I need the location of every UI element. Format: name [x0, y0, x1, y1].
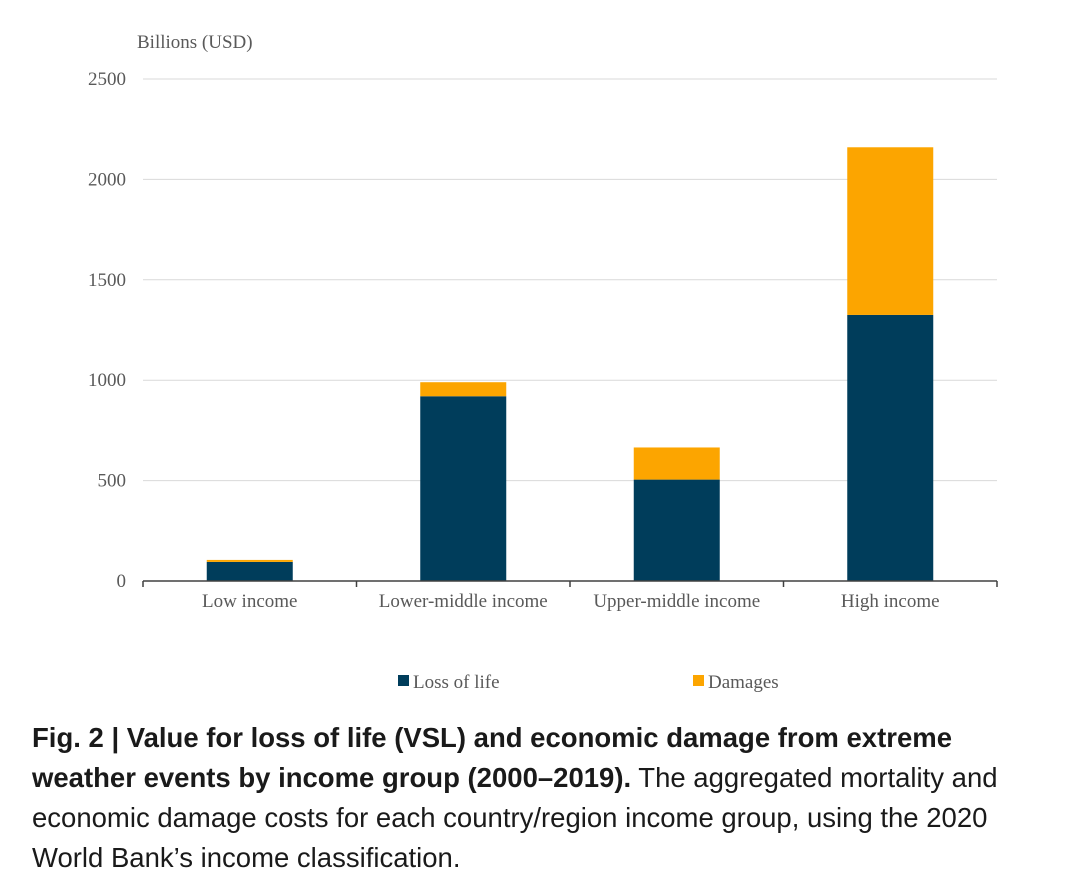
figure-caption: Fig. 2 | Value for loss of life (VSL) an…	[32, 718, 1062, 878]
legend: Loss of life Damages	[398, 672, 779, 693]
x-category-label: High income	[841, 591, 940, 612]
legend-label: Damages	[708, 672, 779, 693]
y-axis-ticks: 0 500 1000 1500 2000 2500	[88, 69, 126, 592]
bar-segment	[633, 447, 720, 480]
y-tick-label: 1500	[88, 270, 126, 291]
stacked-bar-chart: 0 500 1000 1500 2000 2500 Low income Lower-mid…	[88, 32, 998, 693]
legend-label: Loss of life	[413, 672, 500, 693]
legend-swatch	[693, 675, 704, 686]
y-tick-label: 1000	[88, 370, 126, 391]
bar-segment	[633, 479, 720, 581]
bar-segment	[206, 561, 293, 581]
caption-text: The aggregated mortality and economic da…	[32, 762, 998, 873]
legend-swatch	[398, 675, 409, 686]
y-tick-label: 500	[98, 471, 127, 492]
y-tick-label: 2500	[88, 69, 126, 90]
y-tick-label: 2000	[88, 169, 126, 190]
y-tick-label: 0	[117, 571, 127, 592]
x-category-label: Lower-middle income	[379, 591, 548, 612]
x-category-label: Low income	[202, 591, 298, 612]
caption-title: Fig. 2 | Value for loss of life (VSL) an…	[32, 722, 953, 793]
bar-segment	[420, 382, 507, 397]
bars	[206, 147, 934, 581]
bar-segment	[847, 314, 934, 581]
y-axis-label: Billions (USD)	[137, 32, 253, 53]
bar-segment	[206, 559, 293, 562]
x-category-label: Upper-middle income	[593, 591, 760, 612]
bar-segment	[420, 396, 507, 581]
bar-segment	[847, 147, 934, 315]
x-axis-categories: Low income Lower-middle income Upper-middl…	[202, 591, 940, 612]
x-axis	[142, 580, 998, 587]
